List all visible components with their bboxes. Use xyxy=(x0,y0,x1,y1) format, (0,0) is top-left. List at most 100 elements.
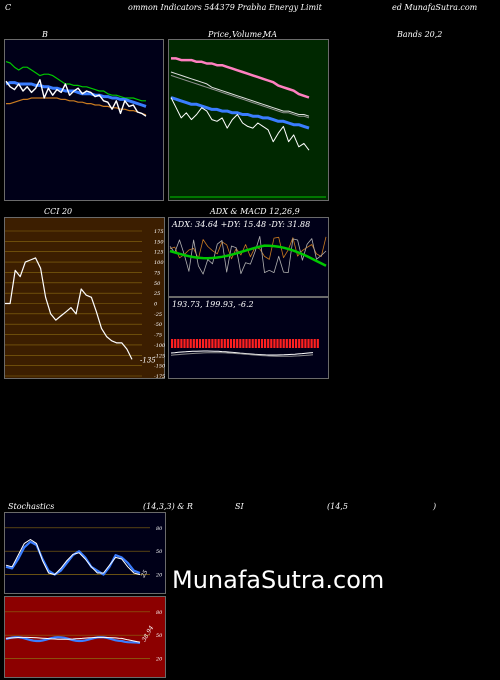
macd-histogram-bar xyxy=(264,339,267,348)
cci-tick-label: -100 xyxy=(154,343,165,349)
stoch-d-line xyxy=(5,539,141,576)
cci-tick-label: -50 xyxy=(154,322,163,328)
macd-histogram-bar xyxy=(316,339,319,348)
cci-tick-label: -125 xyxy=(154,353,165,359)
macd-histogram-bar xyxy=(239,339,242,348)
bollinger-label: B xyxy=(42,30,48,39)
macd-histogram-bar xyxy=(260,339,264,348)
cci-end-label: -135 xyxy=(140,356,156,364)
stoch-params-label: (14,3,3) & R xyxy=(143,502,193,511)
stoch-tick-label: 50 xyxy=(156,549,163,555)
stoch-tick-label: 80 xyxy=(156,526,163,532)
cci-tick-label: 125 xyxy=(154,250,164,256)
cci-tick-label: 150 xyxy=(154,239,164,245)
macd-background xyxy=(168,297,329,379)
macd-histogram-bar xyxy=(248,339,251,348)
macd-histogram-bar xyxy=(217,339,220,348)
macd-histogram-bar xyxy=(211,339,214,348)
macd-histogram-bar xyxy=(295,339,298,348)
rsi-smooth-line xyxy=(5,636,141,643)
macd-histogram-bar xyxy=(186,339,189,348)
si-label: SI xyxy=(235,502,244,511)
macd-histogram-bar xyxy=(223,339,226,348)
bollinger-middle-line xyxy=(5,81,147,108)
macd-histogram-bar xyxy=(307,339,310,348)
bands-label: Bands 20,2 xyxy=(397,30,443,39)
cci-tick-label: -175 xyxy=(154,374,165,379)
cci-tick-label: -75 xyxy=(154,333,162,339)
macd-histogram-bar xyxy=(288,339,291,348)
macd-histogram-bar xyxy=(229,339,233,348)
macd-chart: 193.73, 199.93, -6.2 xyxy=(168,297,329,379)
cci-chart: 175 150 125 100 75 50 25 0 -25 -50 -75 -100 -125 -150… xyxy=(4,217,165,379)
macd-histogram-bar xyxy=(282,339,285,348)
rsi-tick-label: 20 xyxy=(155,657,163,663)
macd-histogram-bar xyxy=(236,339,239,348)
macd-line xyxy=(170,350,314,356)
stochastics-background xyxy=(4,512,166,594)
price-ma-ma_long-line xyxy=(171,57,310,99)
macd-histogram-bar xyxy=(174,339,177,348)
macd-histogram-bar xyxy=(202,339,205,348)
cci-tick-label: 175 xyxy=(154,229,164,235)
price-label-b: Volume, xyxy=(232,30,265,39)
macd-histogram-bar xyxy=(254,339,257,348)
bollinger-background xyxy=(4,39,164,201)
adx-label: ADX & MACD 12,26,9 xyxy=(210,207,300,216)
adx-line xyxy=(169,244,327,267)
macd-histogram-bar xyxy=(192,339,195,348)
bollinger-chart xyxy=(4,39,164,201)
macd-histogram-bar xyxy=(242,339,245,348)
macd-histogram-bar xyxy=(177,339,180,348)
macd-histogram-bar xyxy=(279,339,282,348)
cci-tick-label: 50 xyxy=(154,281,161,287)
rsi-params-label: (14,5 xyxy=(327,502,348,511)
price-ma-background xyxy=(168,39,329,201)
cci-tick-label: 25 xyxy=(153,291,160,297)
rsi-line xyxy=(5,636,141,644)
bollinger-upper-line xyxy=(5,61,146,102)
header-left: C xyxy=(5,3,12,12)
macd-histogram-bar xyxy=(304,339,307,348)
macd-histogram-bar xyxy=(171,339,174,348)
macd-histogram-bar xyxy=(245,339,248,348)
cci-label: CCI 20 xyxy=(44,207,73,216)
macd-histogram-bar xyxy=(220,339,223,348)
cci-background xyxy=(4,217,165,379)
bollinger-price-line xyxy=(5,79,147,117)
macd-histogram-bar xyxy=(208,339,211,348)
price-label-a: Price, xyxy=(208,30,232,39)
stoch-end-label: 25 xyxy=(139,569,149,580)
price-ma-ma_short-line xyxy=(170,96,310,130)
stochastics-chart: 80 50 20 25 xyxy=(4,512,166,594)
macd-signal-line xyxy=(170,352,314,357)
rsi-close-label: ) xyxy=(433,502,437,511)
cci-tick-label: 75 xyxy=(154,270,160,276)
macd-histogram-bar xyxy=(291,339,295,348)
stoch-label: Stochastics xyxy=(8,502,55,511)
macd-histogram-bar xyxy=(205,339,208,348)
watermark: MunafaSutra.com xyxy=(172,566,385,594)
header-site: ed MunafaSutra.com xyxy=(392,3,478,12)
macd-histogram-bar xyxy=(195,339,198,348)
macd-histogram-bar xyxy=(257,339,260,348)
adx-minus-dy-line xyxy=(169,235,327,275)
macd-histogram-bar xyxy=(310,339,313,348)
macd-histogram-bar xyxy=(276,339,279,348)
cci-tick-label: -25 xyxy=(154,312,162,318)
stoch-tick-label: 20 xyxy=(155,573,163,579)
macd-histogram-bar xyxy=(233,339,236,348)
macd-histogram-bar xyxy=(298,339,301,348)
macd-histogram-bar xyxy=(189,339,192,348)
macd-histogram-bar xyxy=(226,339,229,348)
macd-histogram-bar xyxy=(267,339,270,348)
macd-histogram-bar xyxy=(313,339,316,348)
cci-line xyxy=(5,257,133,360)
macd-histogram-bar xyxy=(214,339,217,348)
macd-values-text: 193.73, 199.93, -6.2 xyxy=(172,300,254,309)
price-ma-price-line xyxy=(170,97,310,151)
price-ma-chart xyxy=(168,39,329,201)
rsi-background xyxy=(4,596,166,678)
macd-histogram-bar xyxy=(198,339,202,348)
